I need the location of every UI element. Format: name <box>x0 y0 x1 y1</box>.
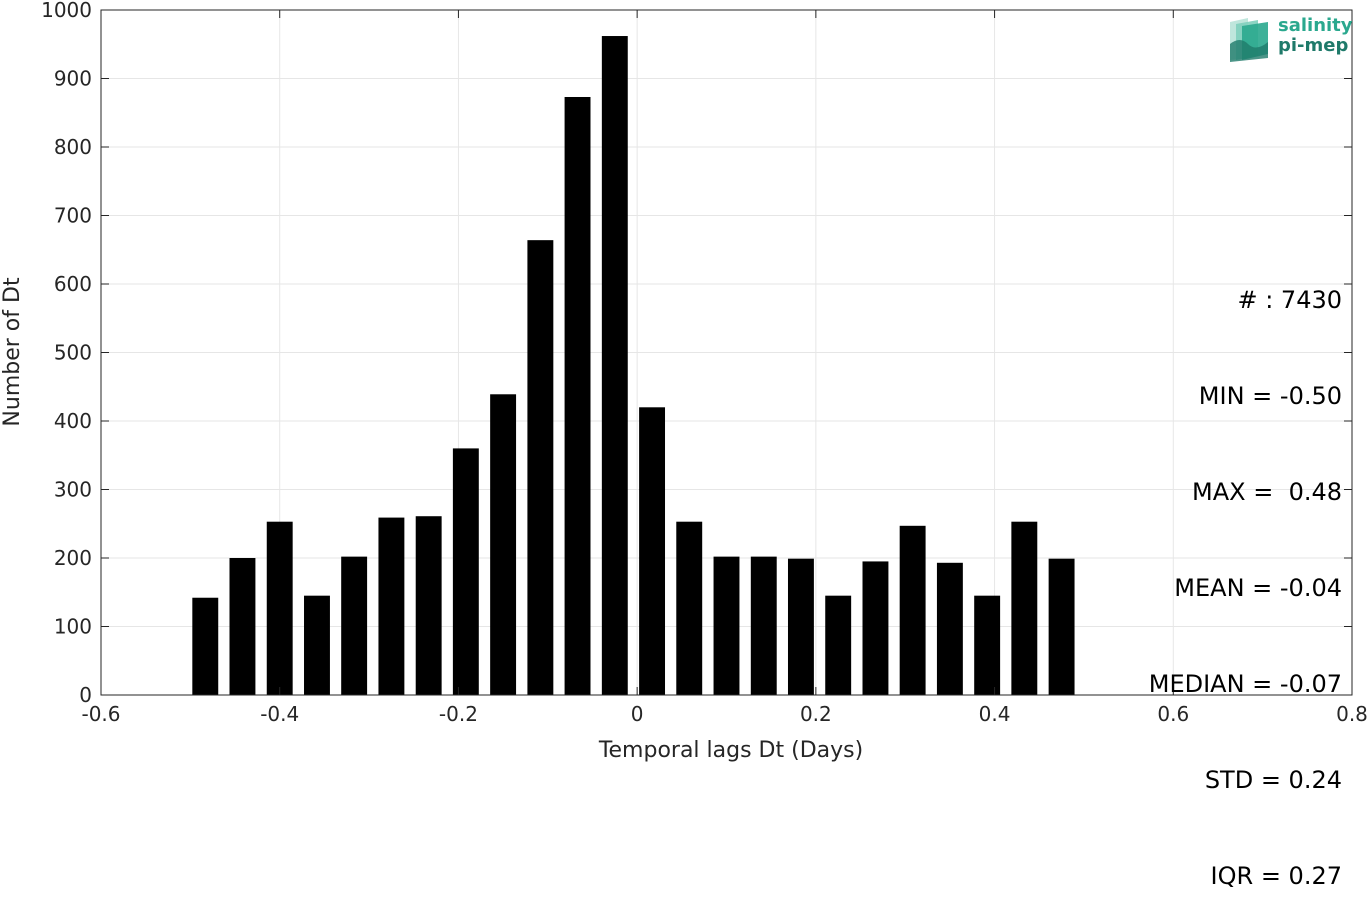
y-tick-label: 400 <box>54 409 92 433</box>
x-tick-label: 0.2 <box>800 702 832 726</box>
y-tick-label: 500 <box>54 341 92 365</box>
histogram-bar <box>936 562 963 695</box>
stat-count: # : 7430 <box>1237 286 1342 314</box>
histogram-bar <box>787 558 814 695</box>
y-tick-label: 0 <box>79 683 92 707</box>
histogram-chart: -0.6 -0.4 -0.2 0 0.2 0.4 0.6 0.8 0 100 200 300 400 5… <box>0 0 1368 763</box>
histogram-bar <box>601 36 628 695</box>
histogram-bar <box>564 96 591 696</box>
y-tick-label: 1000 <box>41 0 92 22</box>
y-ticks: 0 100 200 300 400 500 600 700 800 900 1000 <box>41 0 1352 707</box>
histogram-bar <box>378 517 405 695</box>
x-axis-label: Temporal lags Dt (Days) <box>598 738 863 763</box>
histogram-bar <box>304 595 330 695</box>
stat-std: STD = 0.24 <box>1204 766 1342 794</box>
stat-median: MEDIAN = -0.07 <box>1148 670 1342 698</box>
histogram-bar <box>825 595 852 695</box>
histogram-bar <box>229 558 256 695</box>
histogram-bar <box>527 240 554 695</box>
x-tick-label: 0.8 <box>1336 702 1368 726</box>
salinity-pimep-logo: salinity pi-mep <box>1228 14 1356 66</box>
histogram-bar <box>899 525 926 695</box>
y-tick-label: 700 <box>54 204 92 228</box>
stat-mean: MEAN = -0.04 <box>1174 574 1342 602</box>
logo-text-line2: pi-mep <box>1278 35 1349 56</box>
y-tick-label: 200 <box>54 546 92 570</box>
x-tick-label: -0.2 <box>439 702 478 726</box>
histogram-bar <box>676 521 703 695</box>
x-tick-label: 0.4 <box>979 702 1011 726</box>
histogram-bar <box>192 597 219 695</box>
histogram-bar <box>266 521 293 695</box>
y-axis-label: Number of Dt <box>0 277 25 427</box>
grid-lines <box>100 9 1353 696</box>
y-tick-label: 300 <box>54 478 92 502</box>
x-tick-label: 0.6 <box>1157 702 1189 726</box>
histogram-bar <box>713 556 740 695</box>
y-tick-label: 100 <box>54 615 92 639</box>
x-ticks: -0.6 -0.4 -0.2 0 0.2 0.4 0.6 0.8 <box>81 10 1368 726</box>
histogram-bar <box>341 556 368 695</box>
histogram-bar <box>490 394 517 695</box>
y-tick-label: 900 <box>54 67 92 91</box>
x-tick-label: -0.4 <box>260 702 299 726</box>
y-tick-label: 800 <box>54 135 92 159</box>
x-tick-label: 0 <box>631 702 644 726</box>
waves-logo-icon <box>1230 18 1268 62</box>
statistics-box: # : 7430 MIN = -0.50 MAX = 0.48 MEAN = -… <box>1149 220 1342 924</box>
logo-text-line1: salinity <box>1278 15 1353 36</box>
histogram-bar <box>1011 521 1038 695</box>
histogram-bar <box>862 561 889 695</box>
bars <box>192 36 1075 696</box>
histogram-bar <box>974 595 1001 695</box>
histogram-bar <box>750 556 777 695</box>
histogram-bar <box>415 516 442 695</box>
stat-iqr: IQR = 0.27 <box>1210 862 1342 890</box>
stat-max: MAX = 0.48 <box>1192 478 1342 506</box>
x-tick-label: -0.6 <box>81 702 120 726</box>
stat-min: MIN = -0.50 <box>1198 382 1342 410</box>
histogram-bar <box>452 448 479 695</box>
histogram-bar <box>639 407 666 695</box>
histogram-bar <box>1048 558 1075 695</box>
y-tick-label: 600 <box>54 272 92 296</box>
